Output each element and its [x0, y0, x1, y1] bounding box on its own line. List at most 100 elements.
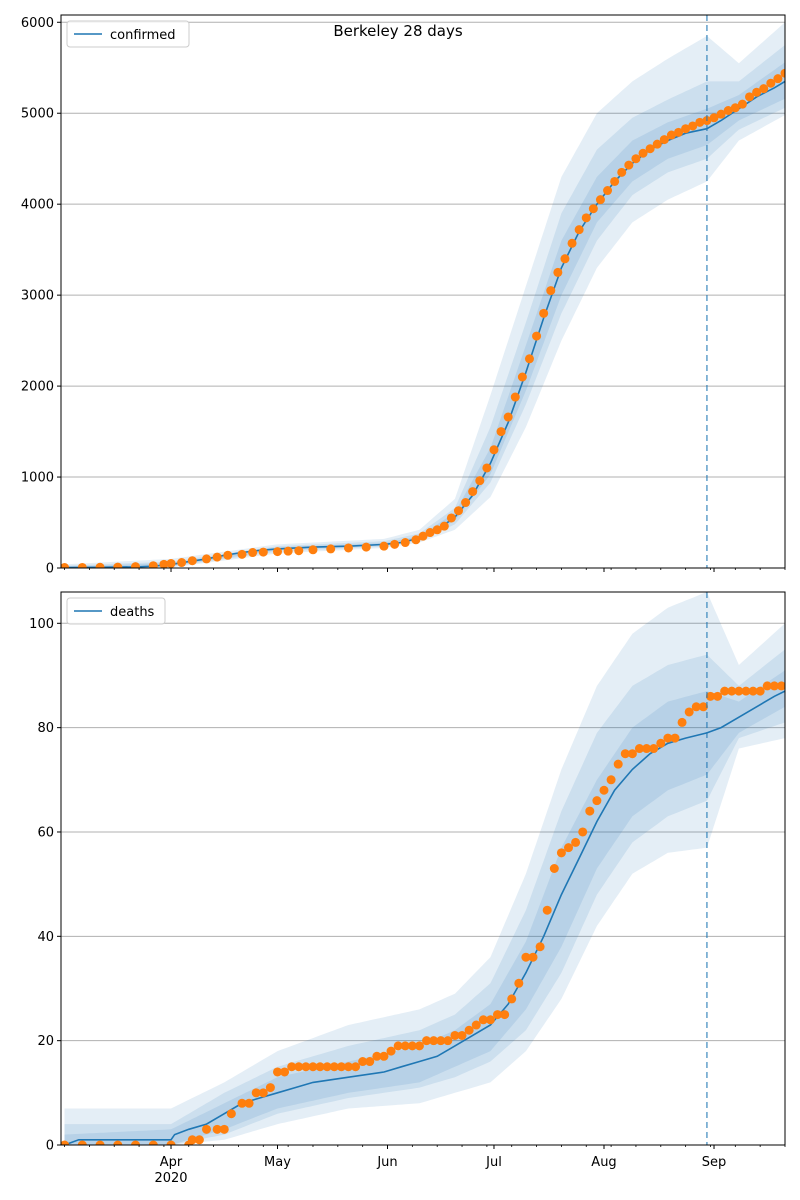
data-point	[453, 506, 463, 516]
data-point	[705, 691, 715, 701]
x-year-label: 2020	[154, 1171, 187, 1186]
data-point	[592, 796, 602, 806]
data-point	[631, 154, 641, 164]
data-point	[322, 1062, 332, 1072]
data-point	[727, 686, 737, 696]
y-tick-label: 6000	[21, 16, 54, 31]
data-point	[588, 204, 598, 214]
x-tick-label: Jul	[485, 1155, 502, 1170]
data-point	[468, 487, 478, 497]
data-point	[532, 331, 542, 341]
data-point	[500, 1010, 510, 1020]
data-point	[336, 1062, 346, 1072]
data-point	[294, 1062, 304, 1072]
data-point	[624, 160, 634, 170]
data-point	[496, 427, 506, 437]
data-point	[493, 1010, 503, 1020]
data-point	[677, 717, 687, 727]
data-point	[148, 1140, 158, 1145]
data-point	[776, 681, 785, 691]
data-point	[343, 1062, 353, 1072]
data-point	[755, 686, 765, 696]
data-point	[599, 785, 609, 795]
data-point	[620, 749, 630, 759]
y-tick-label: 3000	[21, 289, 54, 304]
x-tick-label: Sep	[702, 1155, 727, 1170]
y-tick-label: 100	[29, 617, 54, 632]
data-point	[464, 1025, 474, 1035]
data-point	[780, 68, 785, 78]
data-point	[457, 1030, 467, 1040]
data-point	[507, 994, 517, 1004]
data-point	[691, 702, 701, 712]
y-tick-label: 40	[37, 930, 54, 945]
y-tick-label: 60	[37, 825, 54, 840]
data-point	[414, 1041, 424, 1051]
y-tick-label: 0	[46, 1139, 54, 1154]
data-point	[642, 744, 652, 754]
data-point	[762, 681, 772, 691]
deaths-panel: 0 20 40 60 80 100 Apr May Jun Jul Aug Sep 2020 deaths	[29, 591, 786, 1186]
data-point	[283, 546, 293, 556]
data-point	[734, 686, 744, 696]
data-point	[61, 1140, 70, 1145]
data-point	[581, 213, 591, 223]
plot-area	[61, 592, 785, 1145]
data-point	[287, 1062, 297, 1072]
x-tick-label: Aug	[591, 1155, 616, 1170]
uncertainty-band	[64, 592, 785, 1145]
data-point	[546, 286, 556, 296]
data-point	[549, 864, 559, 873]
x-tick-label: Jun	[376, 1155, 397, 1170]
uncertainty-band	[64, 649, 785, 1145]
data-point	[432, 525, 442, 535]
data-point	[308, 545, 318, 555]
data-point	[131, 562, 141, 568]
data-point	[131, 1140, 141, 1145]
data-point	[485, 1015, 495, 1025]
data-point	[606, 775, 616, 785]
data-point	[528, 952, 538, 962]
data-point	[166, 1140, 176, 1145]
data-point	[666, 130, 676, 140]
data-point	[478, 1015, 488, 1025]
data-point	[564, 843, 574, 853]
data-point	[422, 1036, 432, 1046]
data-point	[343, 543, 353, 553]
data-point	[649, 744, 659, 754]
data-point	[737, 99, 747, 109]
data-point	[372, 1051, 382, 1061]
data-point	[716, 109, 726, 119]
data-point	[226, 1109, 236, 1119]
data-point	[386, 1046, 396, 1056]
figure-title: Berkeley 28 days	[333, 22, 463, 40]
y-tick-label: 5000	[21, 107, 54, 122]
data-point	[723, 106, 733, 116]
data-point	[212, 1124, 222, 1134]
series-line-deaths	[64, 690, 785, 1145]
data-point	[425, 528, 435, 538]
data-point	[258, 547, 268, 557]
data-point	[258, 1088, 268, 1098]
data-point	[272, 547, 282, 557]
data-point	[450, 1030, 460, 1040]
data-point	[674, 127, 684, 137]
data-point	[390, 539, 400, 549]
data-point	[638, 148, 648, 158]
data-point	[280, 1067, 290, 1077]
data-point	[617, 167, 627, 177]
data-point	[773, 74, 783, 84]
data-point	[248, 548, 258, 558]
data-point	[695, 117, 705, 127]
data-point	[212, 552, 222, 562]
legend-label: deaths	[110, 605, 155, 620]
data-point	[379, 541, 389, 551]
data-point	[560, 254, 570, 264]
data-point	[730, 103, 740, 113]
data-point	[574, 225, 584, 235]
x-tick-label: Apr	[160, 1155, 183, 1170]
data-point	[187, 556, 197, 566]
data-point	[272, 1067, 282, 1077]
data-point	[688, 121, 698, 131]
